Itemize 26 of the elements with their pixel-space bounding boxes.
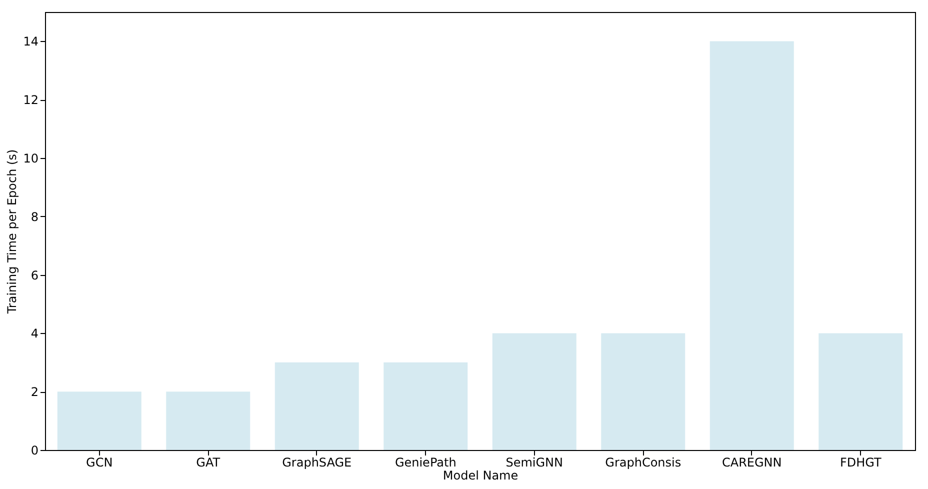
x-tick-label: CAREGNN — [722, 456, 782, 470]
y-axis-title: Training Time per Epoch (s) — [5, 149, 20, 315]
x-tick-label: GraphSAGE — [282, 456, 352, 470]
x-tick-label: GeniePath — [394, 456, 456, 470]
bar — [274, 362, 359, 450]
bar — [384, 362, 468, 450]
bar — [601, 333, 686, 450]
y-tick-label: 14 — [23, 34, 38, 49]
bar — [492, 333, 576, 450]
bar — [166, 392, 250, 450]
x-tick-label: SemiGNN — [506, 456, 564, 470]
y-tick-label: 8 — [30, 210, 38, 224]
bar — [818, 333, 903, 450]
bar — [57, 392, 142, 450]
y-tick-label: 0 — [30, 444, 38, 458]
bar — [710, 41, 794, 450]
y-tick-label: 6 — [30, 268, 38, 282]
y-tick-label: 4 — [30, 326, 38, 341]
x-tick-label: FDHGT — [840, 456, 882, 470]
x-tick-label: GAT — [196, 456, 221, 470]
y-tick-label: 2 — [30, 385, 38, 400]
y-tick-label: 12 — [23, 93, 38, 108]
x-axis-title: Model Name — [442, 468, 518, 482]
x-tick-label: GraphConsis — [605, 456, 682, 470]
y-tick-label: 10 — [23, 152, 38, 166]
x-tick-label: GCN — [86, 456, 113, 470]
